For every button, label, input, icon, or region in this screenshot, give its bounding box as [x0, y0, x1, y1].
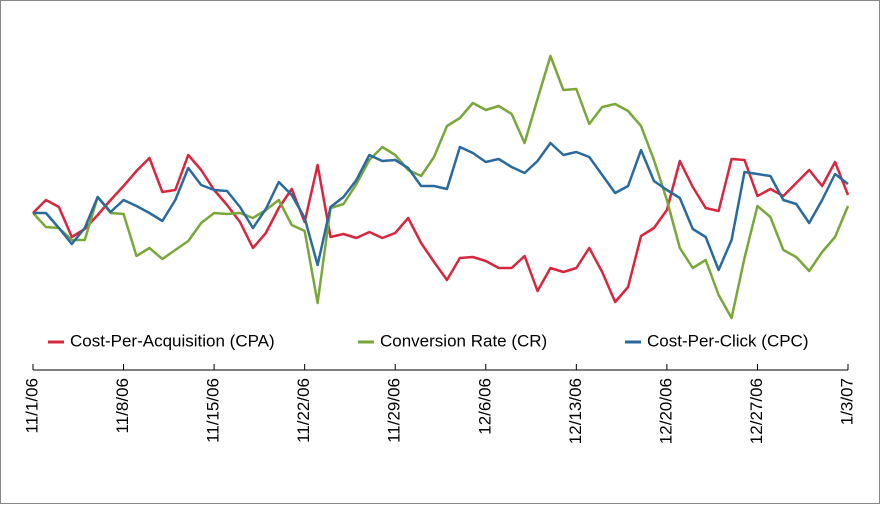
x-tick-label: 11/8/06	[113, 378, 132, 433]
x-tick-label: 12/27/06	[747, 378, 766, 444]
series-line	[33, 141, 849, 272]
x-tick-label: 11/22/06	[294, 378, 313, 443]
x-tick-label: 11/15/06	[204, 378, 223, 443]
x-tick-label: 11/29/06	[385, 378, 404, 443]
x-tick-label: 12/20/06	[656, 378, 675, 444]
legend-label: Conversion Rate (CR)	[380, 331, 547, 350]
legend-label: Cost-Per-Acquisition (CPA)	[70, 331, 275, 350]
x-tick-label: 11/1/06	[22, 378, 41, 433]
x-tick-label: 1/3/07	[837, 378, 856, 425]
x-tick-label: 12/6/06	[475, 378, 494, 435]
series-line	[32, 54, 850, 320]
series-line	[32, 153, 850, 304]
x-tick-label: 12/13/06	[566, 378, 585, 444]
legend-label: Cost-Per-Click (CPC)	[647, 331, 809, 350]
